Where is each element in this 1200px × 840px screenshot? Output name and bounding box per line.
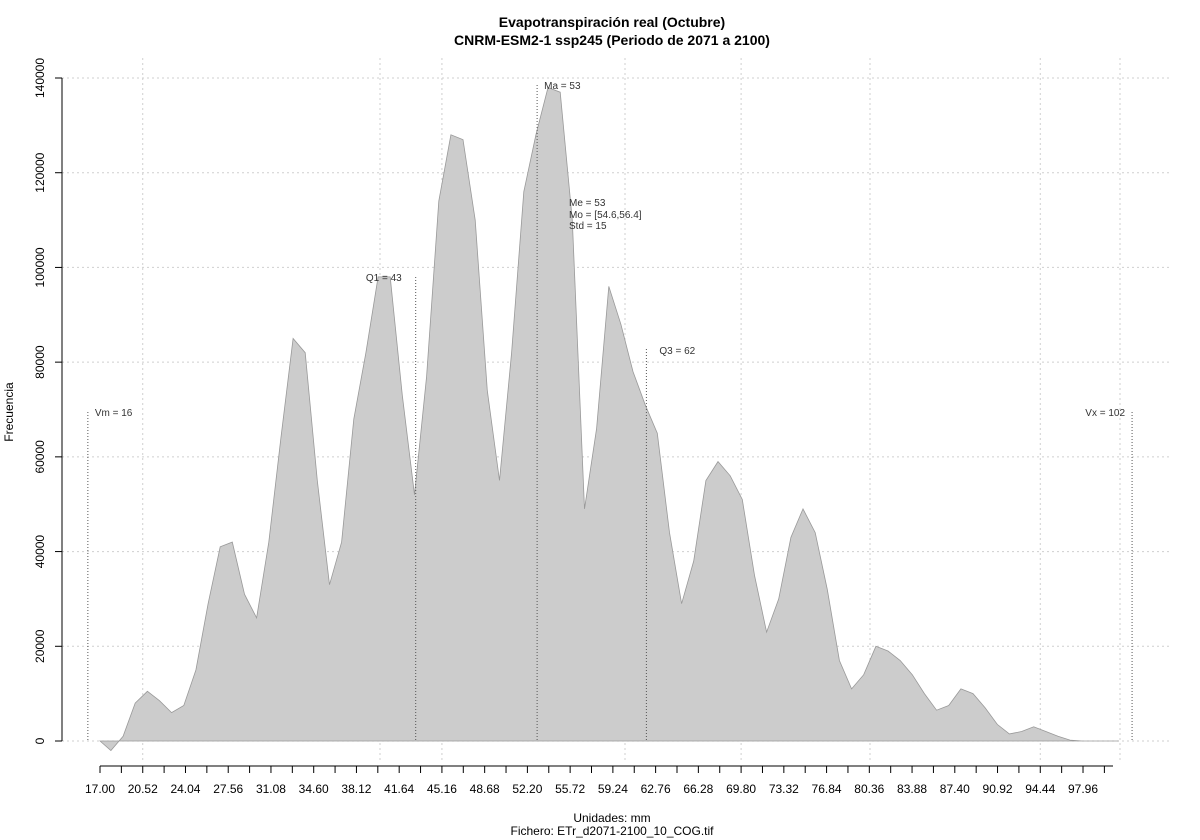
annotation-std: Std = 15	[569, 221, 607, 232]
annotation-vm: Vm = 16	[95, 408, 133, 419]
y-tick-label: 100000	[33, 247, 47, 287]
y-tick-label: 120000	[33, 152, 47, 192]
y-tick-label: 140000	[33, 58, 47, 98]
x-axis-label: Unidades: mm	[573, 811, 650, 825]
x-tick-label: 59.24	[598, 782, 628, 796]
x-tick-label: 31.08	[256, 782, 286, 796]
annotation-vx: Vx = 102	[1085, 408, 1125, 419]
annotation-ma: Ma = 53	[544, 81, 581, 92]
x-tick-label: 97.96	[1068, 782, 1098, 796]
x-tick-label: 94.44	[1025, 782, 1055, 796]
x-tick-label: 69.80	[726, 782, 756, 796]
y-tick-label: 40000	[33, 535, 47, 569]
x-tick-label: 80.36	[854, 782, 884, 796]
chart-title: Evapotranspiración real (Octubre)	[499, 14, 725, 30]
x-tick-label: 48.68	[470, 782, 500, 796]
x-tick-label: 17.00	[85, 782, 115, 796]
file-footer: Fichero: ETr_d2071-2100_10_COG.tif	[511, 824, 715, 838]
y-axis: 0 20000 40000 60000 80000 100000 120000 140000	[33, 58, 63, 744]
annotations: Vm = 16 Vx = 102 Q1 = 43 Ma = 53 Q3 = 62…	[95, 81, 1126, 419]
statistic-lines	[87, 85, 1133, 741]
x-tick-label: 41.64	[384, 782, 414, 796]
x-tick-label: 62.76	[641, 782, 671, 796]
x-tick-label: 87.40	[940, 782, 970, 796]
x-tick-label: 76.84	[812, 782, 842, 796]
y-tick-label: 0	[33, 737, 47, 744]
x-tick-label: 90.92	[983, 782, 1013, 796]
annotation-q1: Q1 = 43	[366, 273, 402, 284]
y-tick-label: 60000	[33, 440, 47, 474]
x-axis: 17.00 20.52 24.04 27.56 31.08 34.60 38.12 41.64…	[85, 765, 1113, 796]
area-series	[98, 86, 1119, 752]
y-tick-label: 20000	[33, 629, 47, 663]
y-axis-label: Frecuencia	[2, 382, 16, 442]
x-tick-label: 27.56	[213, 782, 243, 796]
x-tick-label: 34.60	[299, 782, 329, 796]
annotation-median: Me = 53	[569, 198, 606, 209]
x-tick-label: 55.72	[555, 782, 585, 796]
x-tick-label: 24.04	[170, 782, 200, 796]
y-tick-label: 80000	[33, 345, 47, 379]
x-tick-label: 66.28	[683, 782, 713, 796]
x-tick-label: 52.20	[512, 782, 542, 796]
x-tick-label: 45.16	[427, 782, 457, 796]
x-tick-label: 83.88	[897, 782, 927, 796]
chart-subtitle: CNRM-ESM2-1 ssp245 (Periodo de 2071 a 21…	[454, 32, 770, 48]
annotation-q3: Q3 = 62	[659, 346, 695, 357]
density-area	[98, 86, 1119, 752]
x-tick-label: 20.52	[128, 782, 158, 796]
x-tick-label: 38.12	[341, 782, 371, 796]
annotation-mode: Mo = [54.6,56.4]	[569, 210, 642, 221]
x-tick-label: 73.32	[769, 782, 799, 796]
